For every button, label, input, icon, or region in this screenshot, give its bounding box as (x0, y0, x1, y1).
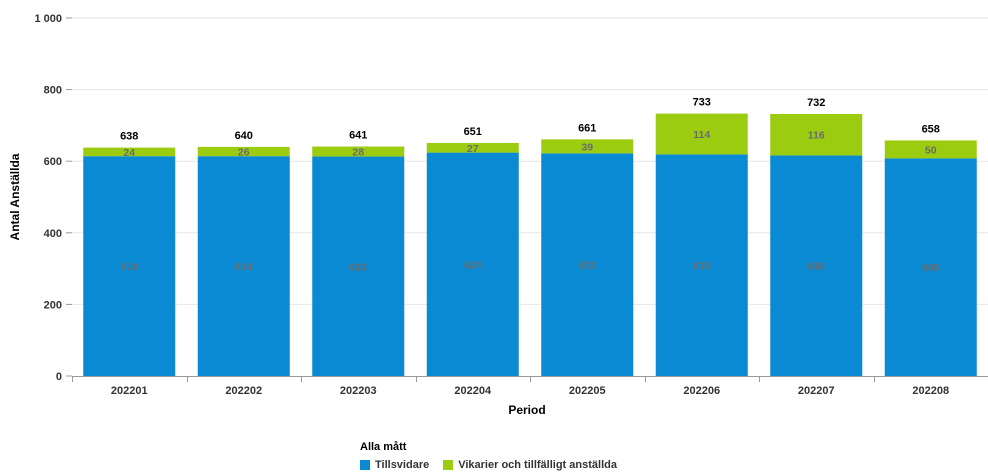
segment-value-label: 24 (123, 147, 135, 159)
x-tick-label: 202204 (454, 385, 492, 397)
total-value-label: 733 (693, 97, 711, 109)
segment-value-label: 26 (238, 147, 250, 159)
total-value-label: 658 (922, 123, 940, 135)
segment-value-label: 28 (352, 147, 364, 159)
bar-segment (426, 142, 519, 153)
segment-value-label: 608 (922, 262, 940, 274)
total-value-label: 732 (807, 97, 825, 109)
bar-segment (83, 147, 176, 157)
segment-value-label: 624 (464, 259, 482, 271)
bar-segment (426, 152, 519, 376)
x-axis: 202201 202202 202203 202204 202205 202206 2022… (72, 376, 988, 397)
bar-segment (884, 140, 977, 159)
x-tick-label: 202202 (225, 385, 262, 397)
bar-segment (541, 139, 634, 154)
x-tick-label: 202208 (912, 385, 949, 397)
legend-swatch (360, 460, 370, 470)
segment-value-label: 39 (581, 141, 593, 153)
bar-segment (655, 154, 748, 376)
total-labels: 638 640 641 651 661 733 732 658 (120, 97, 940, 143)
total-value-label: 641 (349, 130, 367, 142)
legend-item[interactable]: Vikarier och tillfälligt anställda (443, 459, 617, 471)
segment-value-label: 614 (120, 261, 138, 273)
y-tick-label: 200 (44, 299, 62, 311)
y-tick-label: 800 (44, 85, 62, 97)
bar-segment (83, 156, 176, 376)
segment-labels: 614 24 614 26 613 28 624 27 622 39 619 114 616 116 608… (120, 129, 939, 274)
x-tick-label: 202206 (683, 385, 720, 397)
bar-segment (197, 156, 290, 376)
bar-segment (541, 153, 634, 376)
legend-swatch (443, 460, 454, 470)
y-tick-label: 400 (44, 228, 62, 240)
x-tick-label: 202201 (111, 385, 148, 397)
x-axis-title: Period (508, 403, 545, 417)
total-value-label: 640 (235, 130, 253, 142)
legend-title: Alla mått (360, 441, 407, 453)
bar-segment (770, 155, 863, 376)
stacked-bar-chart: 614 24 614 26 613 28 624 27 622 39 619 114 616 116 608… (8, 13, 988, 417)
segment-value-label: 50 (925, 144, 937, 156)
segment-value-label: 616 (807, 261, 825, 273)
segment-value-label: 114 (693, 129, 710, 141)
bar-segment (655, 113, 748, 155)
legend: Alla mått Tillsvidare Vikarier och tillfä… (360, 441, 631, 471)
total-value-label: 651 (464, 126, 482, 138)
x-tick-label: 202207 (798, 385, 835, 397)
legend-label: Vikarier och tillfälligt anställda (458, 459, 617, 471)
bar-segment (312, 146, 405, 157)
segment-value-label: 622 (578, 260, 596, 272)
y-tick-label: 600 (44, 156, 62, 168)
legend-item[interactable]: Tillsvidare (360, 459, 429, 471)
total-value-label: 661 (578, 122, 596, 134)
y-axis: 0 200 400 600 800 1 000 (34, 13, 72, 383)
segment-value-label: 27 (467, 143, 479, 155)
bar-segment (770, 113, 863, 156)
bar-segment (312, 156, 405, 376)
segment-value-label: 116 (808, 130, 825, 142)
legend-label: Tillsvidare (375, 459, 430, 471)
y-tick-label: 0 (56, 371, 62, 383)
segment-value-label: 613 (349, 261, 367, 273)
x-tick-label: 202203 (340, 385, 377, 397)
bar-segment (197, 146, 290, 157)
segment-value-label: 614 (235, 261, 253, 273)
total-value-label: 638 (120, 131, 138, 143)
y-axis-title: Antal Anställda (8, 153, 22, 240)
legend-items: Tillsvidare Vikarier och tillfälligt anst… (360, 459, 631, 471)
bars (83, 113, 977, 376)
y-tick-label: 1 000 (34, 13, 62, 25)
x-tick-label: 202205 (569, 385, 606, 397)
bar-segment (884, 158, 977, 376)
segment-value-label: 619 (693, 260, 711, 272)
